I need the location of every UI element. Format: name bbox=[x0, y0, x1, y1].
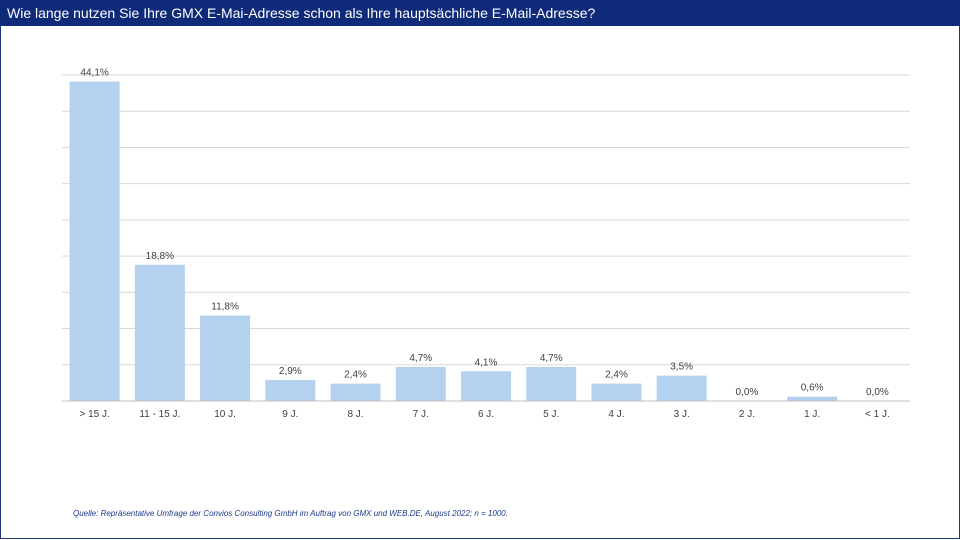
tick-label: 10 J. bbox=[214, 409, 236, 420]
bar bbox=[265, 379, 316, 401]
gridlines bbox=[62, 74, 910, 366]
data-label: 0,6% bbox=[801, 383, 824, 394]
bar bbox=[200, 315, 251, 401]
bar bbox=[69, 81, 120, 402]
chart-title: Wie lange nutzen Sie Ihre GMX E-Mai-Adre… bbox=[7, 5, 596, 21]
data-label: 18,8% bbox=[146, 251, 174, 262]
tick-label: 4 J. bbox=[608, 409, 624, 420]
bar bbox=[591, 383, 642, 401]
bar bbox=[526, 366, 577, 401]
data-label: 2,4% bbox=[605, 370, 628, 381]
data-label: 4,1% bbox=[475, 357, 498, 368]
tick-label: 9 J. bbox=[282, 409, 298, 420]
title-bar: Wie lange nutzen Sie Ihre GMX E-Mai-Adre… bbox=[0, 0, 960, 26]
data-label: 2,9% bbox=[279, 366, 302, 377]
bar bbox=[656, 375, 707, 401]
tick-label: 7 J. bbox=[413, 409, 429, 420]
data-label: 4,7% bbox=[540, 353, 563, 364]
bars bbox=[69, 81, 838, 402]
data-label: 11,8% bbox=[211, 302, 239, 313]
category-tick-labels: > 15 J. 11 - 15 J. 10 J. 9 J. 8 J. 7 J. 6 J. 5 … bbox=[79, 409, 889, 420]
bar bbox=[787, 396, 838, 401]
data-label: 0,0% bbox=[866, 387, 889, 398]
tick-label: < 1 J. bbox=[865, 409, 890, 420]
data-label: 2,4% bbox=[344, 370, 367, 381]
tick-label: > 15 J. bbox=[79, 409, 109, 420]
tick-label: 3 J. bbox=[674, 409, 690, 420]
bar bbox=[134, 264, 185, 401]
bar bbox=[395, 366, 446, 401]
data-label: 44,1% bbox=[80, 68, 108, 79]
data-labels: 44,1% 18,8% 11,8% 2,9% 2,4% 4,7% 4,1% 4,7% 2,4% 3… bbox=[80, 68, 888, 398]
tick-label: 11 - 15 J. bbox=[139, 409, 180, 420]
tick-label: 1 J. bbox=[804, 409, 820, 420]
source-note: Quelle: Repräsentative Umfrage der Convi… bbox=[73, 509, 508, 518]
data-label: 0,0% bbox=[736, 387, 759, 398]
data-label: 4,7% bbox=[409, 353, 432, 364]
data-label: 3,5% bbox=[670, 362, 693, 373]
tick-label: 6 J. bbox=[478, 409, 494, 420]
tick-label: 5 J. bbox=[543, 409, 559, 420]
tick-label: 2 J. bbox=[739, 409, 755, 420]
tick-label: 8 J. bbox=[347, 409, 363, 420]
bar bbox=[461, 371, 511, 401]
bar bbox=[330, 383, 381, 401]
